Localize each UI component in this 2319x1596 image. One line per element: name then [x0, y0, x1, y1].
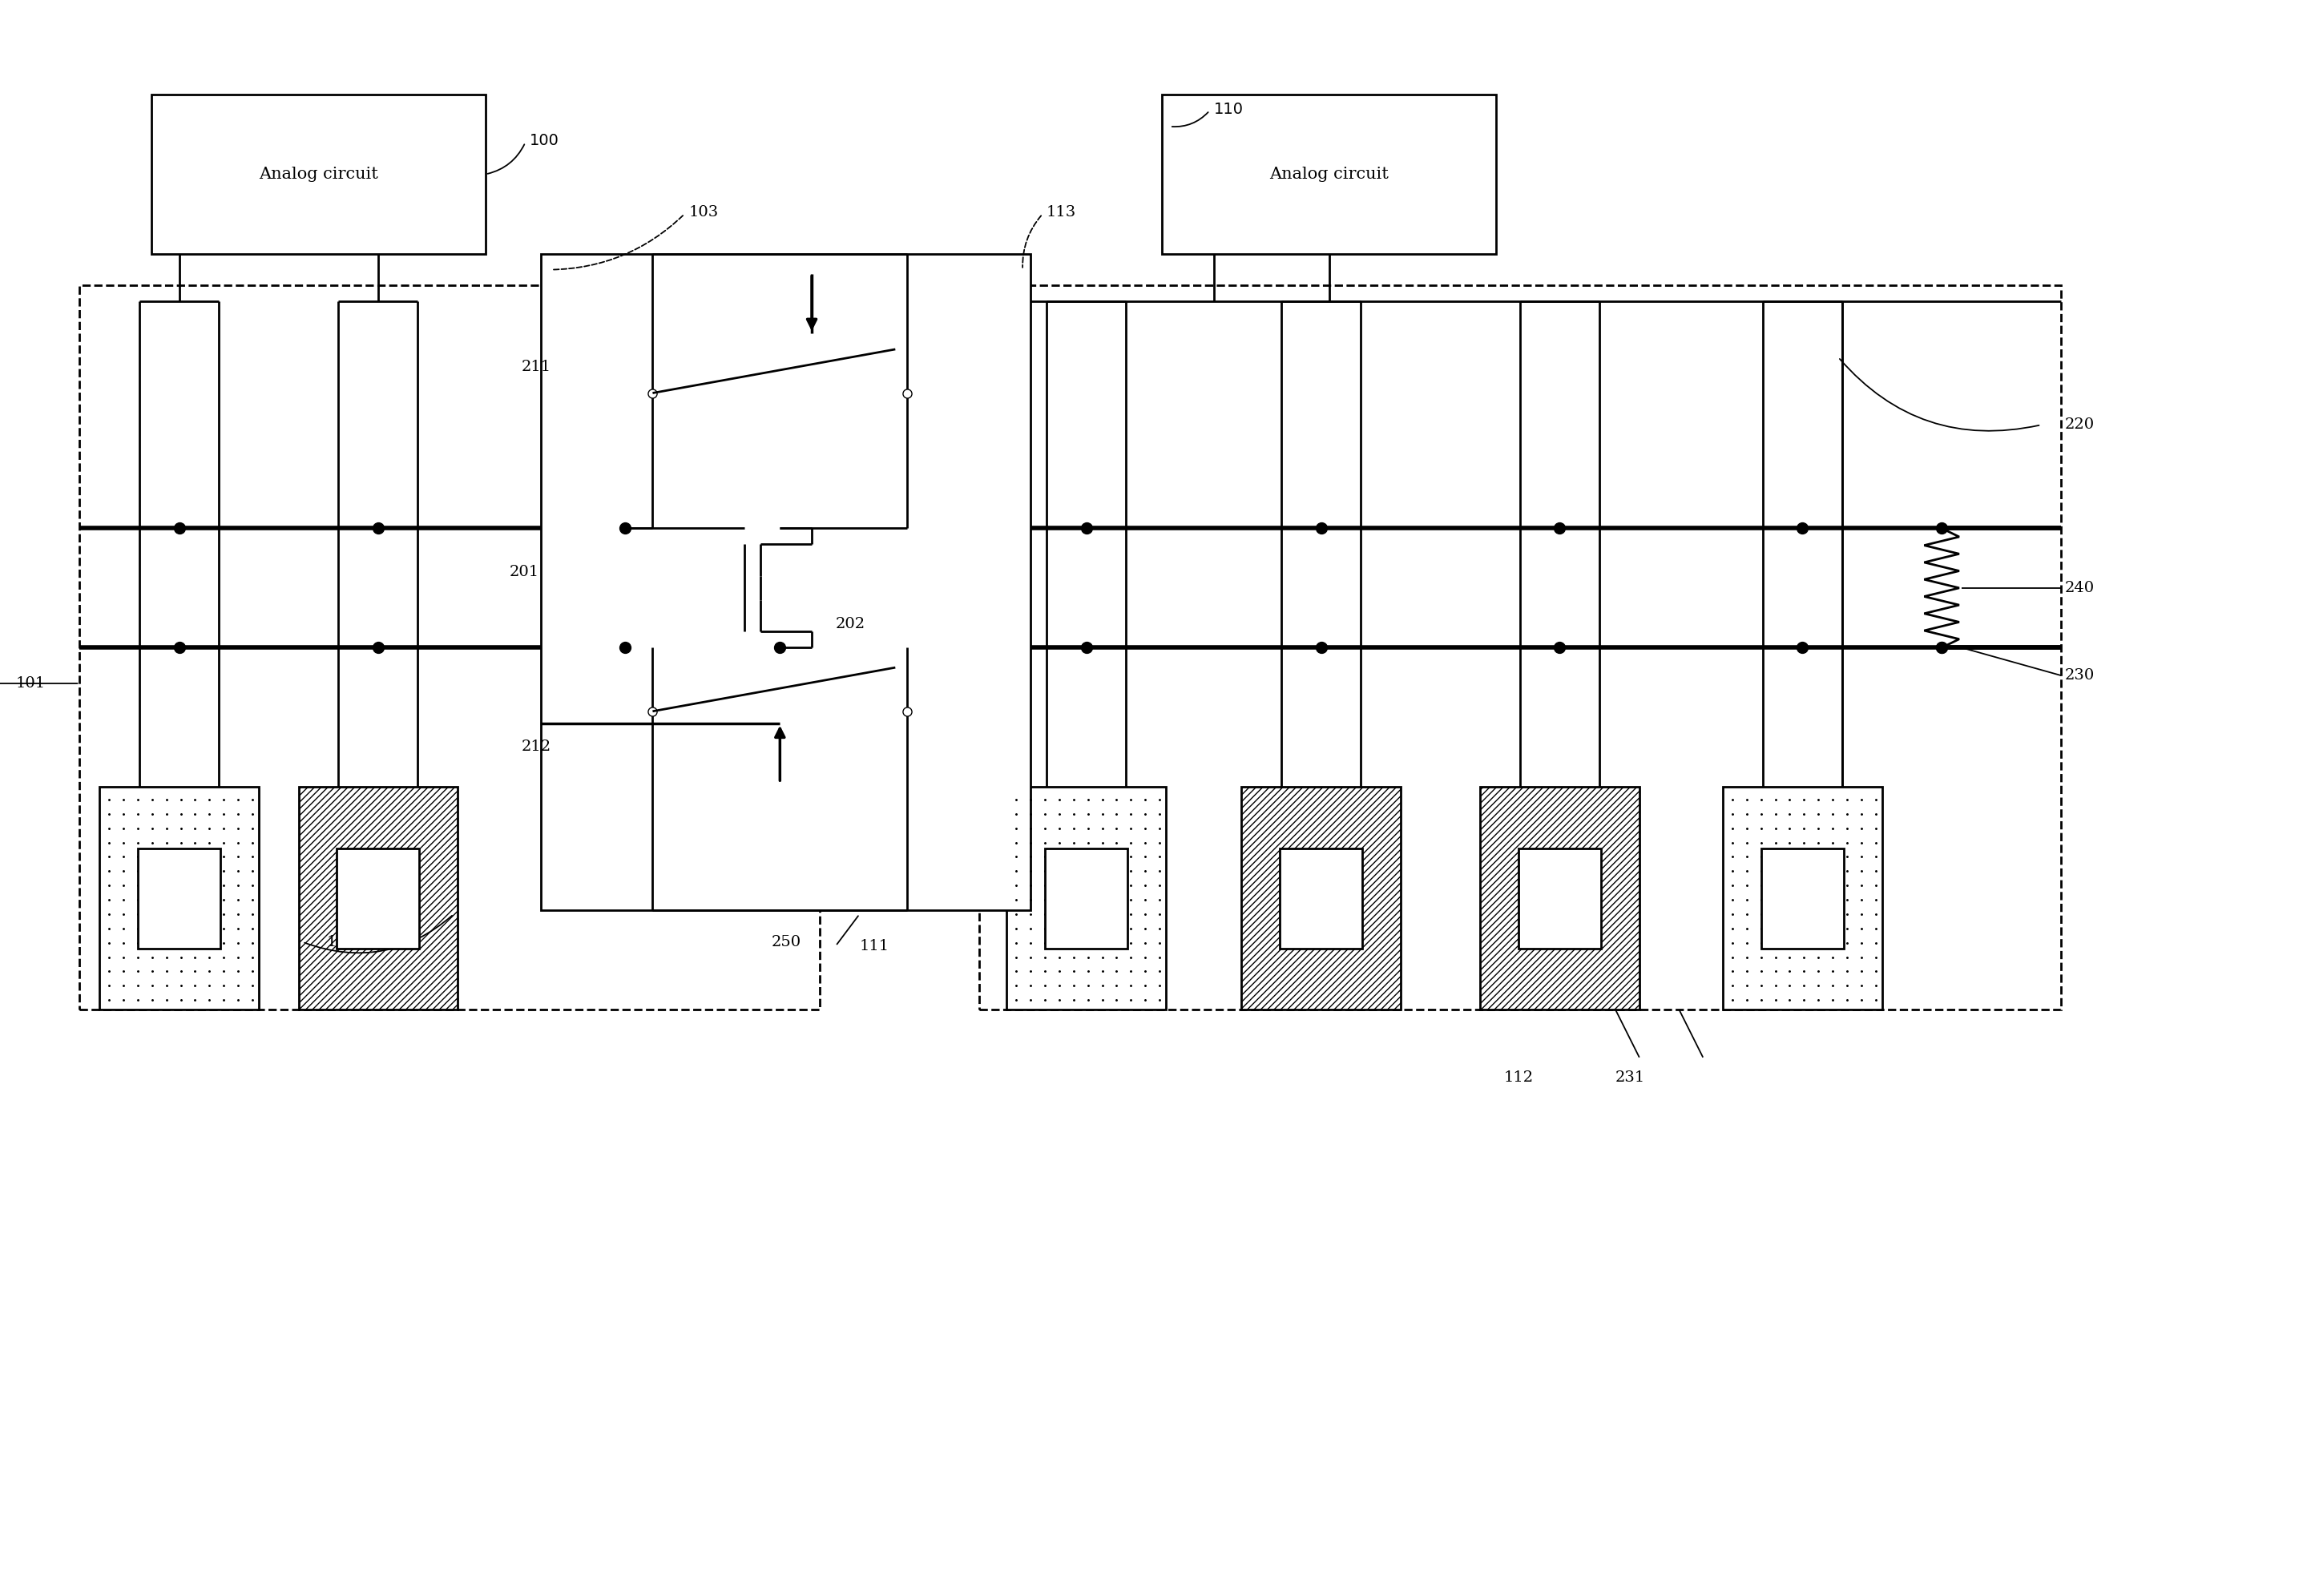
- Bar: [1723, 787, 1883, 1010]
- Bar: [1280, 847, 1361, 948]
- Text: 103: 103: [689, 206, 719, 220]
- Bar: [1046, 847, 1127, 948]
- Point: [1922, 516, 1960, 541]
- Point: [160, 635, 197, 661]
- Text: 230: 230: [2064, 669, 2094, 683]
- Point: [1067, 516, 1104, 541]
- Text: 212: 212: [522, 741, 552, 755]
- Point: [1922, 635, 1960, 661]
- Point: [359, 516, 397, 541]
- Bar: [336, 847, 420, 948]
- Bar: [1162, 94, 1496, 254]
- Bar: [1519, 847, 1600, 948]
- Point: [1783, 635, 1820, 661]
- Bar: [1006, 787, 1166, 1010]
- Bar: [1480, 787, 1640, 1010]
- Text: 220: 220: [2064, 418, 2094, 433]
- Point: [1067, 635, 1104, 661]
- Point: [1303, 635, 1340, 661]
- Text: 250: 250: [770, 935, 800, 950]
- Point: [1922, 635, 1960, 661]
- Bar: [151, 94, 485, 254]
- Point: [1783, 516, 1820, 541]
- Point: [359, 635, 397, 661]
- Bar: [137, 847, 220, 948]
- Text: 240: 240: [2064, 581, 2094, 595]
- Point: [1303, 516, 1340, 541]
- Bar: [979, 286, 2062, 1010]
- Text: 110: 110: [1213, 102, 1243, 117]
- Text: 202: 202: [835, 616, 865, 630]
- Text: 113: 113: [1046, 206, 1076, 220]
- Point: [605, 516, 642, 541]
- Text: 101: 101: [16, 677, 46, 691]
- Bar: [1241, 787, 1401, 1010]
- Text: 112: 112: [1505, 1069, 1533, 1084]
- Text: Analog circuit: Analog circuit: [260, 166, 378, 182]
- Text: 211: 211: [522, 359, 552, 373]
- Point: [160, 516, 197, 541]
- Point: [1542, 635, 1579, 661]
- Text: 111: 111: [860, 938, 888, 953]
- Text: 100: 100: [529, 132, 559, 148]
- Bar: [100, 787, 260, 1010]
- Point: [761, 635, 798, 661]
- Bar: [79, 286, 819, 1010]
- Point: [605, 635, 642, 661]
- Text: 201: 201: [510, 565, 538, 579]
- Bar: [540, 254, 1030, 910]
- Text: 102: 102: [327, 935, 357, 950]
- Text: Analog circuit: Analog circuit: [1268, 166, 1389, 182]
- Bar: [299, 787, 457, 1010]
- Point: [1542, 516, 1579, 541]
- Text: 231: 231: [1616, 1069, 1644, 1084]
- Bar: [1760, 847, 1844, 948]
